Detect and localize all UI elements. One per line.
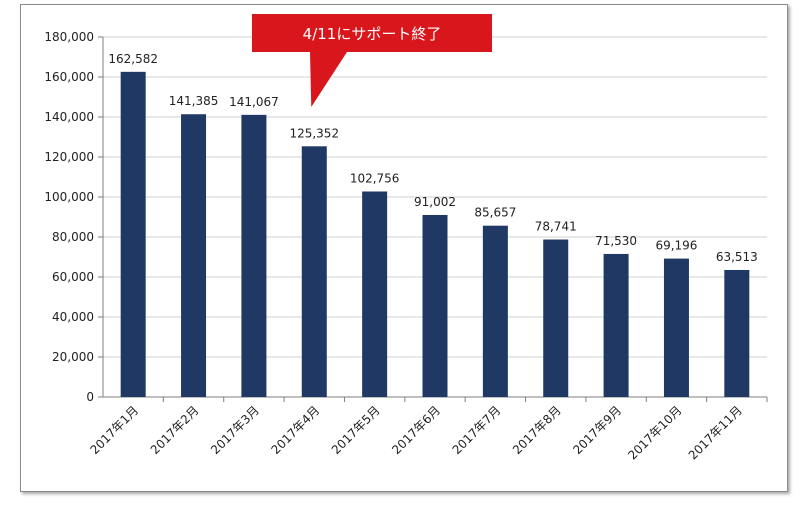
data-label: 69,196 <box>655 239 697 253</box>
y-axis: 0 20,000 40,000 60,000 80,000 100,000 120,000 1… <box>44 30 104 404</box>
y-tick-label: 120,000 <box>44 150 94 164</box>
data-label: 102,756 <box>350 171 400 185</box>
x-tick-label: 2017年10月 <box>625 403 684 462</box>
bar <box>603 253 629 397</box>
y-tick-label: 180,000 <box>44 30 94 44</box>
x-axis: 2017年1月 2017年2月 2017年3月 2017年4月 2017年5月 2017年… <box>87 397 768 462</box>
bar <box>241 114 267 397</box>
y-tick-label: 100,000 <box>44 190 94 204</box>
data-label: 141,385 <box>169 94 219 108</box>
x-tick-label: 2017年3月 <box>208 403 262 457</box>
data-label: 71,530 <box>595 234 637 248</box>
y-tick-label: 40,000 <box>52 310 94 324</box>
data-label: 63,513 <box>716 250 758 264</box>
callout-text: 4/11にサポート終了 <box>303 25 442 43</box>
data-label: 85,657 <box>474 206 516 220</box>
bar <box>362 191 388 397</box>
y-tick-label: 160,000 <box>44 70 94 84</box>
x-tick-label: 2017年4月 <box>269 403 323 457</box>
x-tick-label: 2017年6月 <box>389 403 443 457</box>
bar <box>301 146 327 397</box>
x-tick-label: 2017年8月 <box>510 403 564 457</box>
bar <box>422 214 448 397</box>
data-label: 162,582 <box>108 52 158 66</box>
x-tick-label: 2017年7月 <box>450 403 504 457</box>
data-label: 125,352 <box>289 126 339 140</box>
x-tick-label: 2017年5月 <box>329 403 383 457</box>
bar <box>181 114 207 397</box>
bar <box>663 258 689 397</box>
bar <box>120 71 146 397</box>
y-tick-label: 60,000 <box>52 270 94 284</box>
y-tick-label: 140,000 <box>44 110 94 124</box>
x-tick-label: 2017年11月 <box>686 403 745 462</box>
data-label: 91,002 <box>414 195 456 209</box>
annotation-callout: 4/11にサポート終了 <box>252 14 492 107</box>
chart-frame <box>20 4 788 492</box>
data-label: 78,741 <box>535 220 577 234</box>
y-tick-label: 80,000 <box>52 230 94 244</box>
x-tick-label: 2017年2月 <box>148 403 202 457</box>
data-label: 141,067 <box>229 95 279 109</box>
y-tick-label: 20,000 <box>52 350 94 364</box>
y-tick-label: 0 <box>86 390 94 404</box>
bar <box>543 239 569 397</box>
bar <box>482 225 508 397</box>
bar <box>724 269 750 397</box>
callout-box <box>252 14 492 107</box>
bars <box>120 71 750 397</box>
x-tick-label: 2017年1月 <box>87 403 141 457</box>
data-labels: 162,582 141,385 141,067 125,352 102,756 91,00… <box>108 52 757 264</box>
x-tick-label: 2017年9月 <box>570 403 624 457</box>
